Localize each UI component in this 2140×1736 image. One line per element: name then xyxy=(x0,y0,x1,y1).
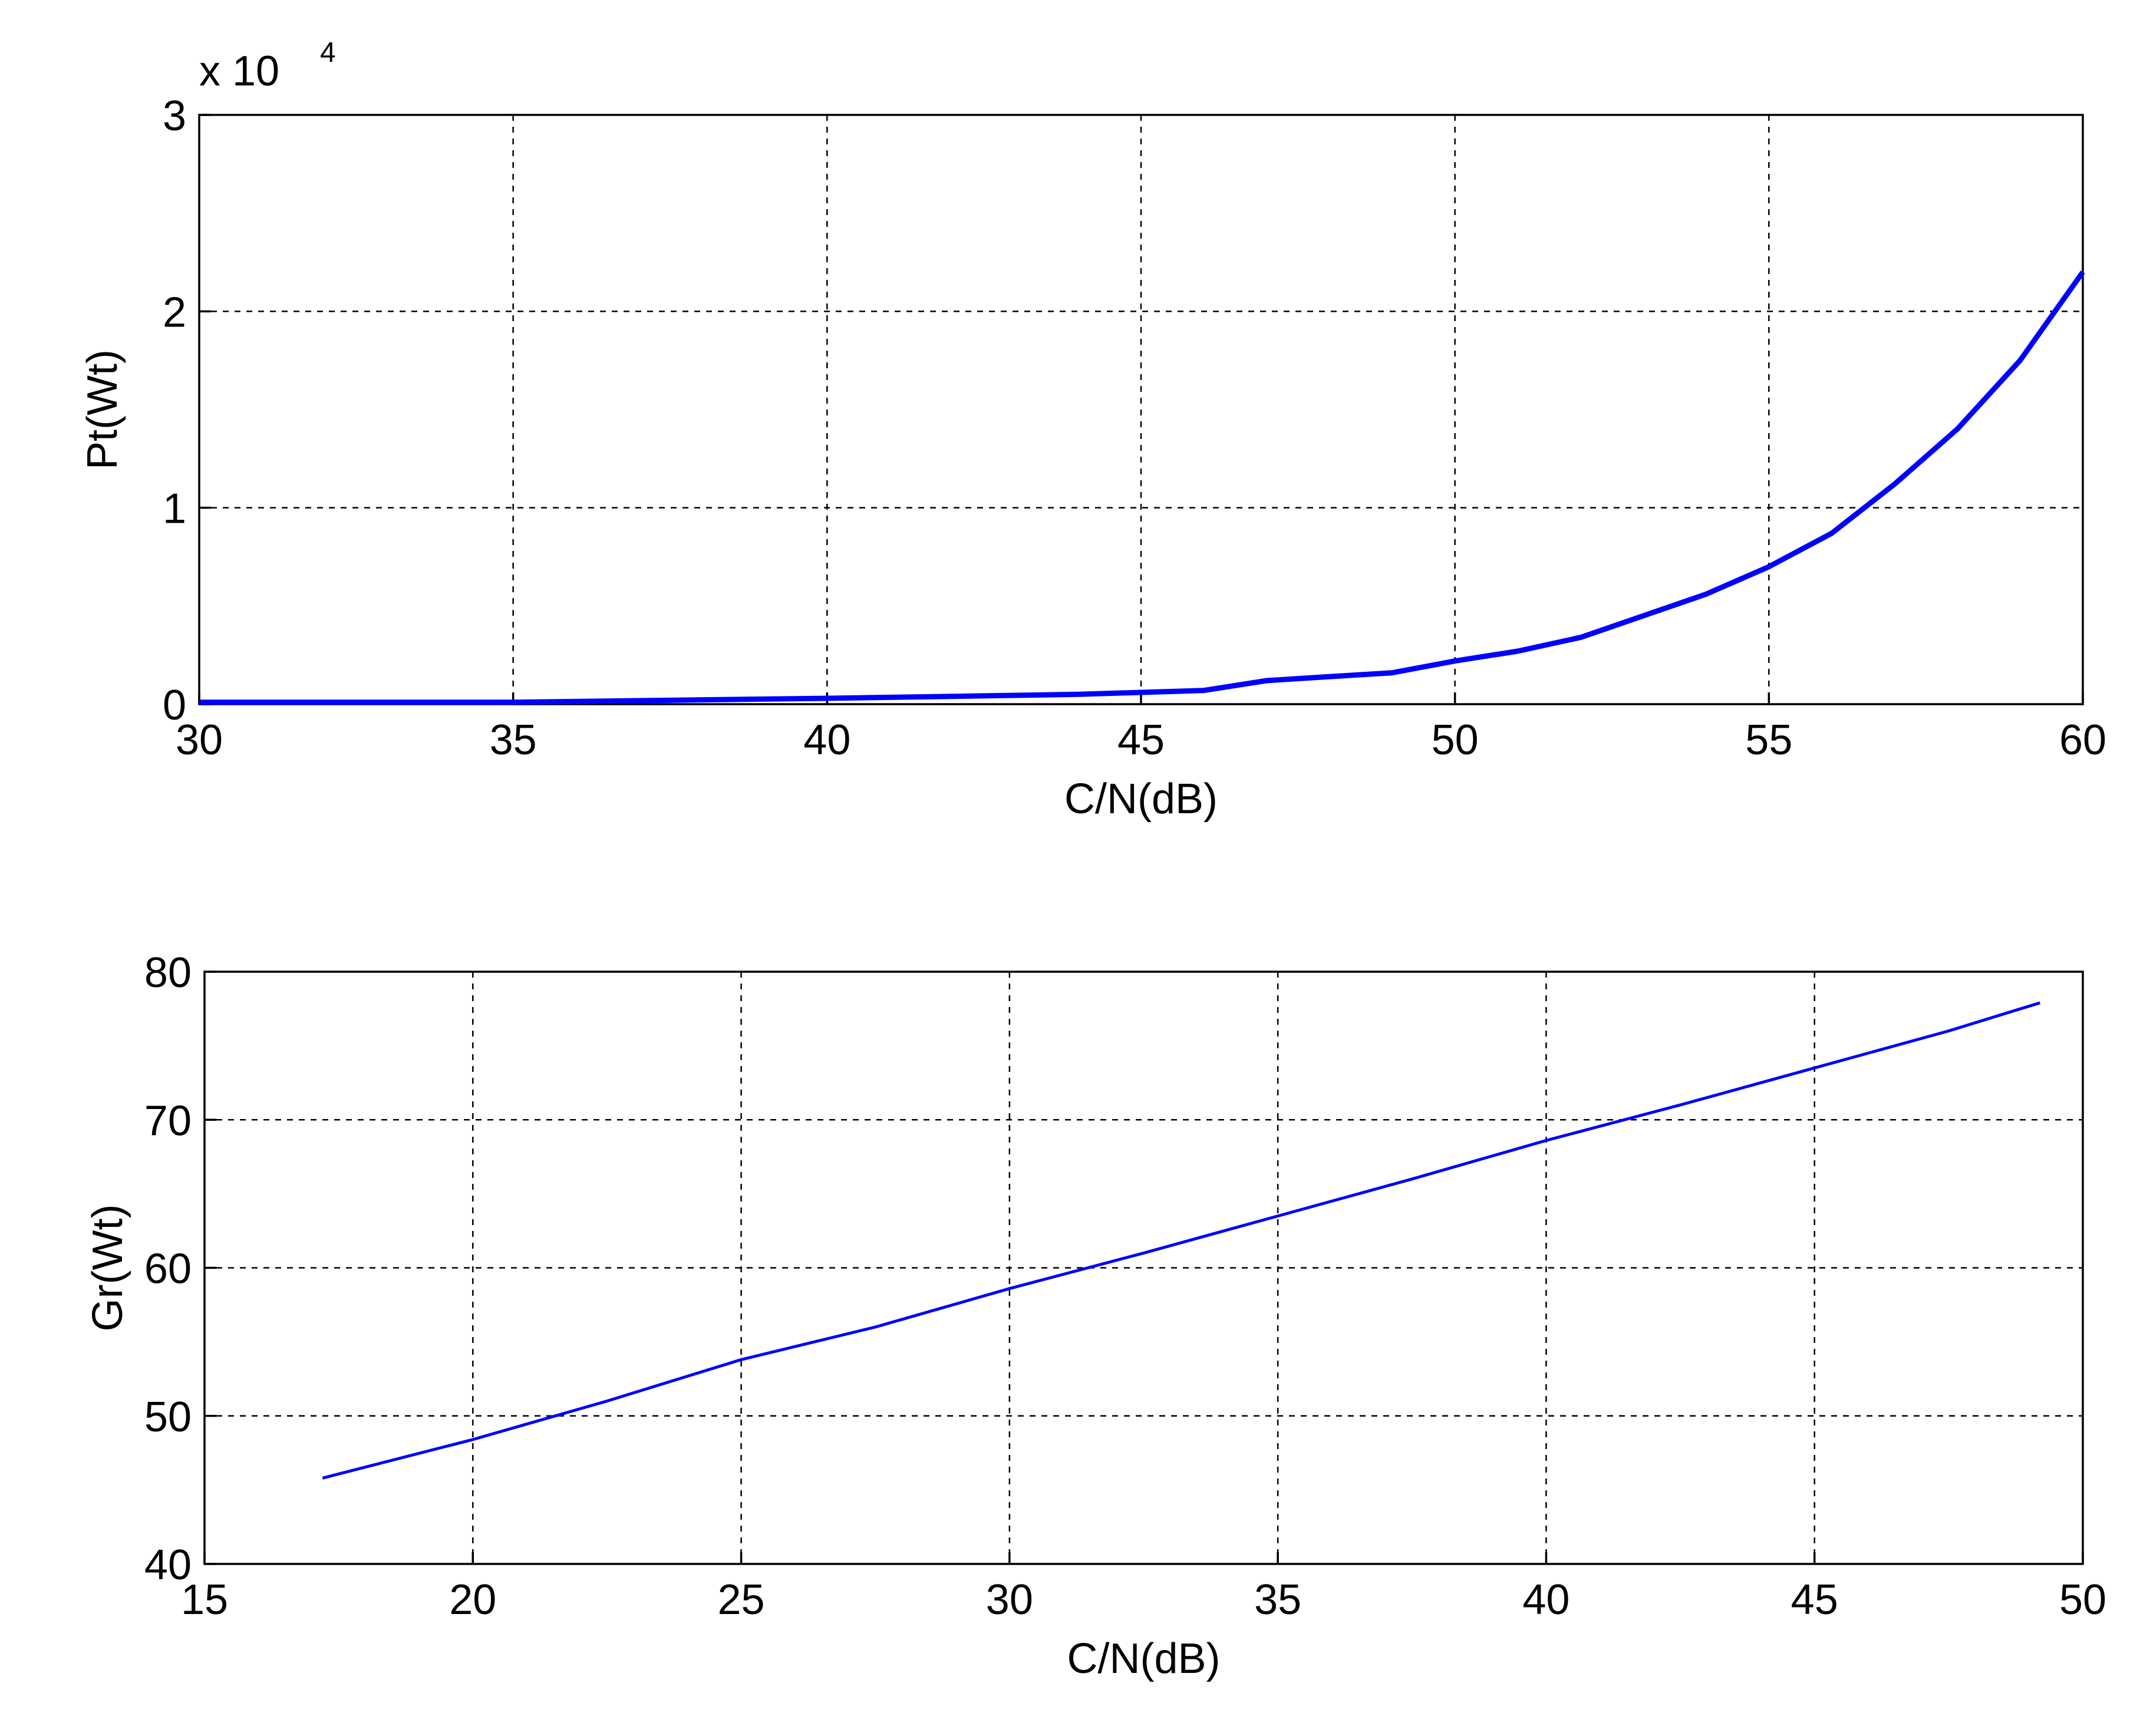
y-axis-label: Gr(Wt) xyxy=(84,1204,131,1332)
x-tick-label: 40 xyxy=(1522,1576,1569,1623)
y-tick-label: 3 xyxy=(163,93,186,140)
plot-frame xyxy=(198,114,2084,705)
y-tick-label: 80 xyxy=(144,949,192,996)
x-tick-label: 50 xyxy=(1432,717,1479,764)
data-line xyxy=(322,1001,2040,1480)
x-tick-label: 45 xyxy=(1117,717,1165,764)
x-tick-label: 30 xyxy=(176,717,223,764)
x-tick-label: 25 xyxy=(718,1576,765,1623)
plot-frame xyxy=(203,971,2084,1565)
y-tick-label: 0 xyxy=(163,682,186,729)
x-tick-label: 50 xyxy=(2059,1576,2106,1623)
x-tick-label: 15 xyxy=(181,1576,228,1623)
x-axis-label: C/N(dB) xyxy=(1067,1635,1220,1682)
x-tick-label: 40 xyxy=(803,717,850,764)
y-tick-label: 1 xyxy=(163,486,186,533)
subplot: 30 35 40 45 50 55 60 0 1 2 3 C/N(dB) Pt(Wt) x 10 4 xyxy=(79,37,2106,823)
data-line xyxy=(199,270,2085,705)
y-scale-label: x 10 xyxy=(199,48,279,95)
x-tick-label: 55 xyxy=(1745,717,1792,764)
x-tick-label: 35 xyxy=(490,717,537,764)
x-tick-label: 20 xyxy=(449,1576,496,1623)
y-tick-label: 2 xyxy=(163,289,186,336)
x-tick-label: 45 xyxy=(1791,1576,1838,1623)
subplot: 15 20 25 30 35 40 45 50 40 50 60 70 80 C/N(dB) Gr(Wt) xyxy=(84,949,2106,1682)
y-scale-exponent: 4 xyxy=(320,37,336,68)
y-axis-label: Pt(Wt) xyxy=(79,349,126,470)
y-tick-label: 60 xyxy=(144,1246,192,1293)
y-tick-label: 40 xyxy=(144,1542,192,1589)
x-axis-label: C/N(dB) xyxy=(1064,775,1218,823)
x-tick-label: 60 xyxy=(2059,717,2106,764)
x-tick-label: 30 xyxy=(986,1576,1033,1623)
y-tick-label: 50 xyxy=(144,1394,192,1441)
y-tick-label: 70 xyxy=(144,1097,192,1144)
x-tick-label: 35 xyxy=(1254,1576,1301,1623)
